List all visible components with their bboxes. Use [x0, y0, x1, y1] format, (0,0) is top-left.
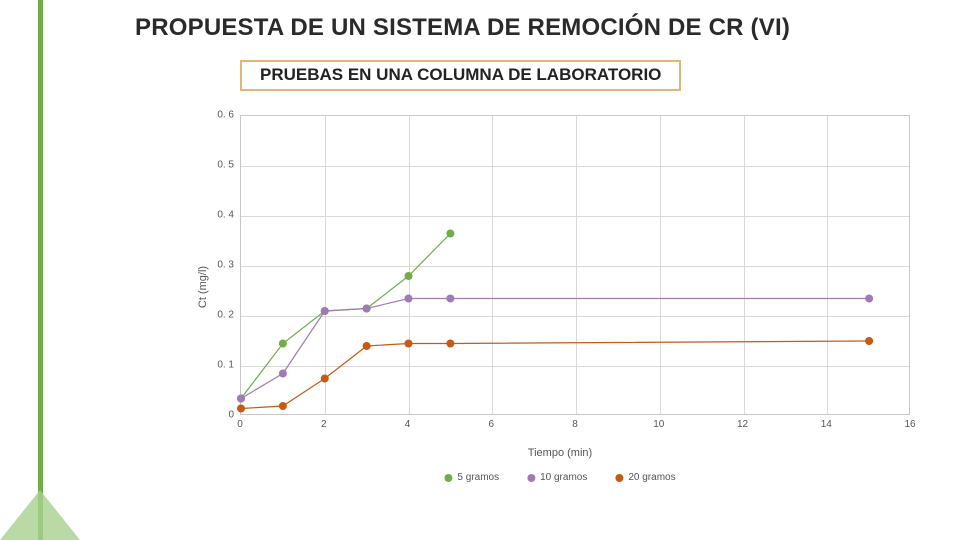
data-point: [405, 272, 413, 280]
data-point: [405, 340, 413, 348]
x-tick: 10: [653, 419, 664, 430]
x-tick: 12: [737, 419, 748, 430]
series-layer: [241, 116, 909, 414]
data-point: [321, 375, 329, 383]
legend-label: 20 gramos: [628, 472, 675, 483]
data-point: [363, 305, 371, 313]
legend-marker: [615, 474, 623, 482]
subtitle-box: PRUEBAS EN UNA COLUMNA DE LABORATORIO: [240, 60, 681, 91]
y-tick: 0. 3: [202, 260, 234, 271]
y-tick: 0: [202, 410, 234, 421]
legend-item: 5 gramos: [444, 472, 499, 483]
plot-area: [240, 115, 910, 415]
data-point: [237, 405, 245, 413]
legend-item: 20 gramos: [615, 472, 675, 483]
data-point: [279, 340, 287, 348]
series-line: [241, 341, 869, 409]
x-tick: 2: [321, 419, 327, 430]
accent-bar: [38, 0, 43, 540]
x-tick: 8: [572, 419, 578, 430]
data-point: [279, 370, 287, 378]
y-tick: 0. 2: [202, 310, 234, 321]
data-point: [405, 295, 413, 303]
data-point: [446, 230, 454, 238]
accent-triangle: [0, 490, 80, 540]
series-line: [241, 299, 869, 399]
data-point: [446, 295, 454, 303]
x-axis-label: Tiempo (min): [528, 447, 592, 459]
legend: 5 gramos 10 gramos 20 gramos: [444, 472, 675, 483]
data-point: [865, 295, 873, 303]
x-tick: 14: [821, 419, 832, 430]
data-point: [363, 342, 371, 350]
data-point: [279, 402, 287, 410]
y-tick: 0. 5: [202, 160, 234, 171]
page-content: PROPUESTA DE UN SISTEMA DE REMOCIÓN DE C…: [70, 0, 940, 540]
legend-marker: [444, 474, 452, 482]
data-point: [321, 307, 329, 315]
legend-label: 5 gramos: [457, 472, 499, 483]
y-tick: 0. 4: [202, 210, 234, 221]
x-tick: 4: [405, 419, 411, 430]
data-point: [237, 395, 245, 403]
x-tick: 6: [488, 419, 494, 430]
legend-marker: [527, 474, 535, 482]
page-title: PROPUESTA DE UN SISTEMA DE REMOCIÓN DE C…: [70, 14, 940, 42]
data-point: [446, 340, 454, 348]
chart: Ct (mg/l) Tiempo (min) 5 gramos 10 gramos…: [190, 105, 930, 485]
data-point: [865, 337, 873, 345]
y-tick: 0. 6: [202, 110, 234, 121]
y-axis-label: Ct (mg/l): [197, 266, 209, 308]
x-tick: 16: [904, 419, 915, 430]
legend-label: 10 gramos: [540, 472, 587, 483]
legend-item: 10 gramos: [527, 472, 587, 483]
series-line: [241, 234, 450, 399]
y-tick: 0. 1: [202, 360, 234, 371]
x-tick: 0: [237, 419, 243, 430]
